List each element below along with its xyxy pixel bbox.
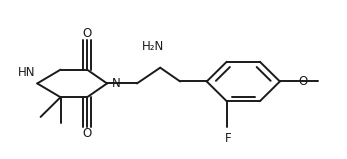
Text: O: O (298, 75, 307, 88)
Text: O: O (83, 127, 92, 140)
Text: HN: HN (18, 66, 36, 79)
Text: N: N (112, 77, 121, 90)
Text: H₂N: H₂N (142, 39, 164, 52)
Text: O: O (83, 27, 92, 40)
Text: F: F (225, 132, 232, 145)
